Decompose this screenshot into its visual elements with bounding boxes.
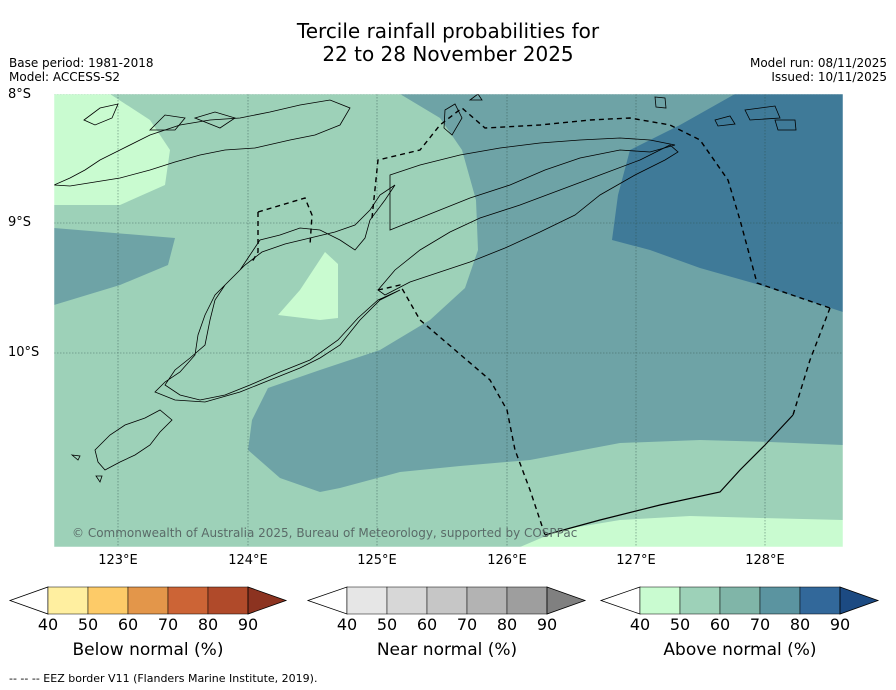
colorbar-near xyxy=(306,586,587,615)
colorbar-above-tick: 60 xyxy=(709,615,731,634)
lon-label-126e: 126°E xyxy=(487,553,527,568)
lon-label-125e: 125°E xyxy=(357,553,397,568)
colorbar-below-tick: 70 xyxy=(157,615,179,634)
lon-label-128e: 128°E xyxy=(745,553,785,568)
coastlines xyxy=(54,94,797,483)
colorbar-above-tick: 80 xyxy=(789,615,811,634)
colorbar-near-segment xyxy=(426,586,468,615)
colorbar-below-low-extend xyxy=(8,586,49,615)
probability-map xyxy=(54,94,843,547)
colorbar-near-high-extend xyxy=(546,586,587,615)
colorbar-above-tick: 90 xyxy=(829,615,851,634)
colorbar-above xyxy=(599,586,880,615)
colorbar-below-tick: 90 xyxy=(237,615,259,634)
colorbar-near-label: Near normal (%) xyxy=(376,640,518,660)
above-40-south-region xyxy=(520,516,843,547)
lat-label-10s: 10°S xyxy=(8,345,40,360)
colorbar-below-high-extend xyxy=(247,586,288,615)
colorbar-near-low-extend xyxy=(306,586,348,615)
colorbar-near-tick: 40 xyxy=(336,615,358,634)
colorbar-below-tick: 50 xyxy=(77,615,99,634)
credit-text: © Commonwealth of Australia 2025, Bureau… xyxy=(72,526,578,540)
above-40-nw-region xyxy=(54,94,170,205)
meta-left: Base period: 1981-2018 Model: ACCESS-S2 xyxy=(9,56,154,84)
meta-right: Model run: 08/11/2025 Issued: 10/11/2025 xyxy=(750,56,887,84)
colorbar-below-label: Below normal (%) xyxy=(72,640,224,660)
colorbar-above-segment xyxy=(679,586,721,615)
colorbar-below-segment xyxy=(207,586,249,615)
colorbar-near-tick: 50 xyxy=(376,615,398,634)
colorbar-below-tick: 40 xyxy=(37,615,59,634)
lon-label-124e: 124°E xyxy=(228,553,268,568)
eez-borders xyxy=(251,107,831,536)
colorbar-above-high-extend xyxy=(839,586,880,615)
colorbar-below-tick: 80 xyxy=(197,615,219,634)
issued-date: Issued: 10/11/2025 xyxy=(771,70,887,84)
colorbar-below-segment xyxy=(87,586,129,615)
colorbar-near-tick: 60 xyxy=(416,615,438,634)
map-title: Tercile rainfall probabilities for 22 to… xyxy=(0,20,896,66)
colorbar-above-low-extend xyxy=(599,586,641,615)
lat-label-8s: 8°S xyxy=(8,87,32,102)
colorbar-above-tick: 70 xyxy=(749,615,771,634)
model-name: Model: ACCESS-S2 xyxy=(9,70,121,84)
above-70-region xyxy=(612,94,843,312)
colorbar-above-tick: 50 xyxy=(669,615,691,634)
above-60-west-region xyxy=(54,228,175,305)
colorbar-near-segment xyxy=(466,586,508,615)
footnote: -- -- -- EEZ border V11 (Flanders Marine… xyxy=(9,672,318,685)
colorbar-near-tick: 80 xyxy=(496,615,518,634)
colorbar-near-segment xyxy=(346,586,388,615)
colorbar-below-segment xyxy=(47,586,89,615)
colorbar-above-tick: 40 xyxy=(629,615,651,634)
above-40-center-region xyxy=(278,252,338,320)
colorbar-above-label: Above normal (%) xyxy=(663,640,817,660)
colorbar-above-segment xyxy=(719,586,761,615)
colorbar-near-tick: 90 xyxy=(536,615,558,634)
lon-label-123e: 123°E xyxy=(98,553,138,568)
colorbar-near-segment xyxy=(506,586,548,615)
lat-label-9s: 9°S xyxy=(8,215,32,230)
eez-solid-border xyxy=(544,414,794,536)
colorbar-above-segment xyxy=(759,586,801,615)
colorbar-above-segment xyxy=(639,586,681,615)
colorbar-above-segment xyxy=(799,586,841,615)
base-period: Base period: 1981-2018 xyxy=(9,56,154,70)
colorbar-below-segment xyxy=(167,586,209,615)
model-run: Model run: 08/11/2025 xyxy=(749,56,887,70)
lon-label-127e: 127°E xyxy=(616,553,656,568)
title-line-1: Tercile rainfall probabilities for xyxy=(296,19,600,43)
map-frame xyxy=(53,93,844,548)
title-line-2: 22 to 28 November 2025 xyxy=(322,42,574,66)
colorbar-below xyxy=(8,586,288,615)
colorbar-below-segment xyxy=(127,586,169,615)
colorbar-below-tick: 60 xyxy=(117,615,139,634)
colorbar-near-segment xyxy=(386,586,428,615)
colorbar-near-tick: 70 xyxy=(456,615,478,634)
